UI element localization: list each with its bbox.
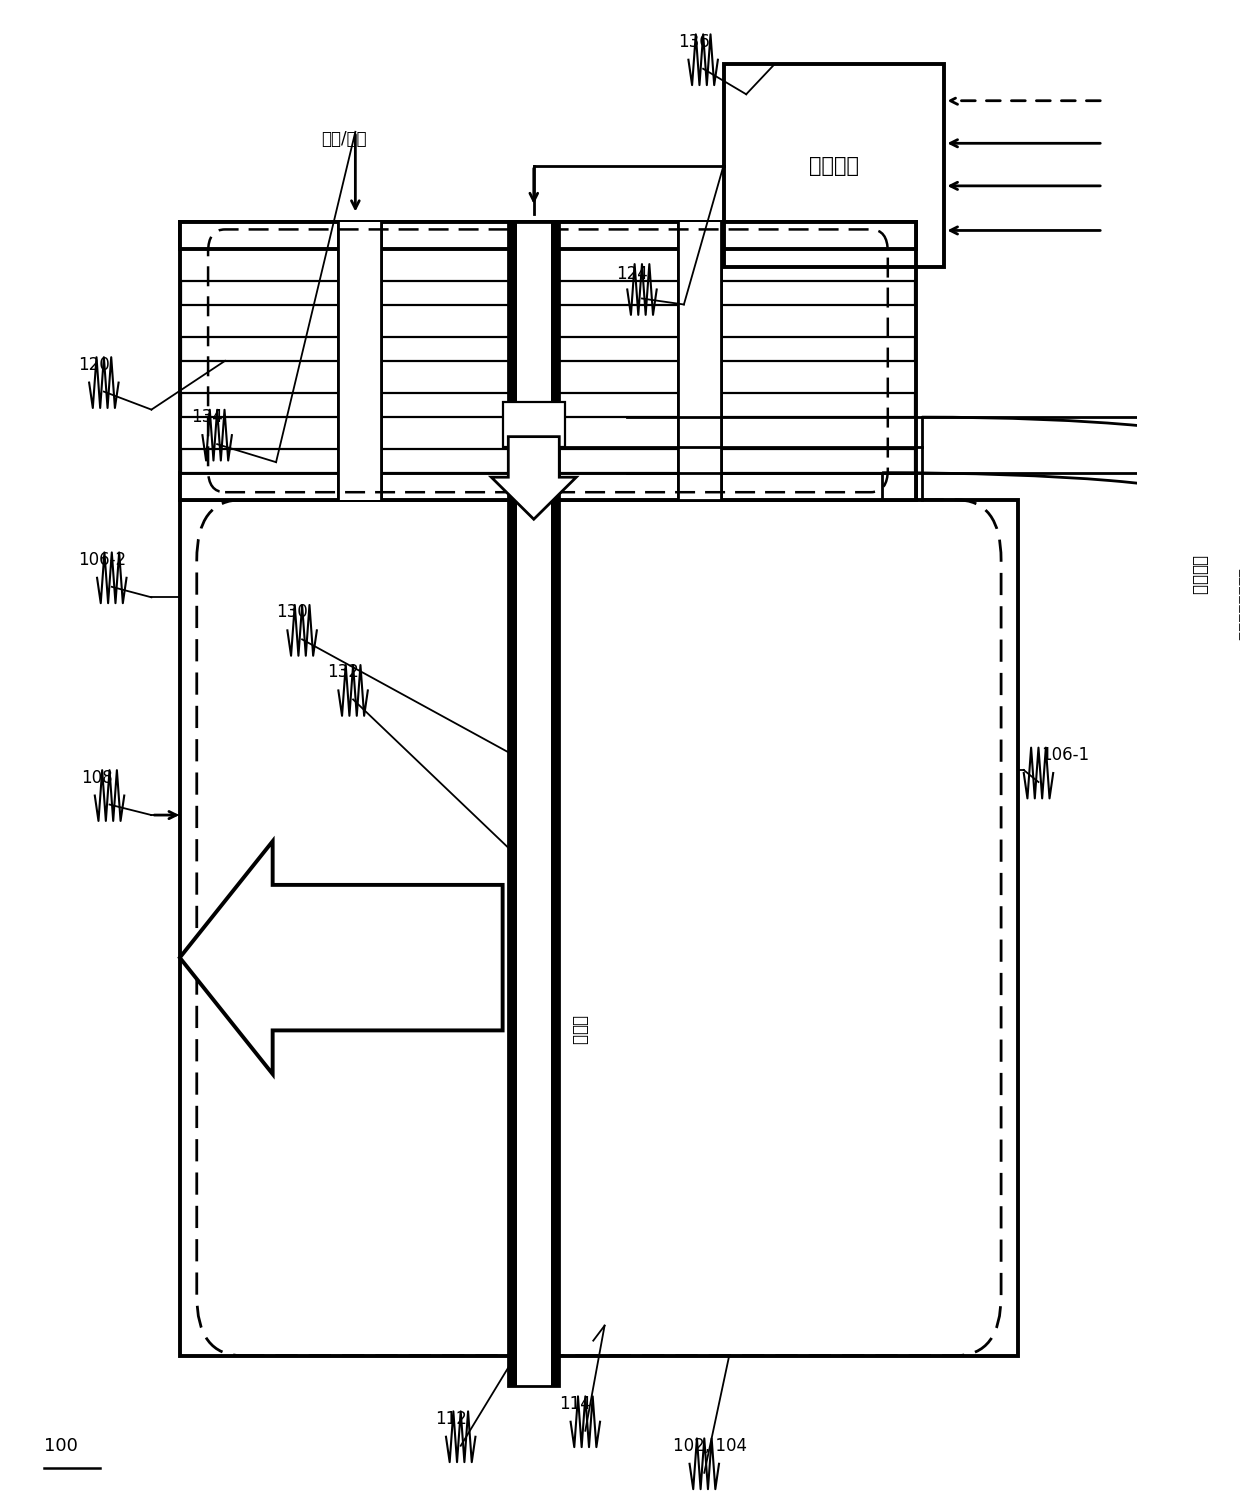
Bar	[502, 402, 565, 447]
Bar	[508, 222, 559, 1386]
Text: 106-2: 106-2	[78, 551, 126, 569]
Text: 108: 108	[81, 769, 113, 787]
FancyArrow shape	[180, 841, 502, 1074]
Bar	[180, 222, 916, 500]
FancyArrow shape	[491, 436, 577, 519]
Text: 输入变量: 输入变量	[1190, 554, 1208, 595]
Text: 130: 130	[277, 604, 308, 621]
Bar	[181, 337, 915, 361]
Bar	[180, 500, 1018, 1356]
Text: 热传输: 热传输	[570, 1015, 589, 1045]
Bar	[678, 222, 722, 500]
Bar	[180, 473, 916, 500]
Bar	[181, 448, 915, 473]
Text: 136: 136	[678, 33, 711, 51]
Bar	[508, 222, 517, 1386]
Bar	[180, 222, 916, 249]
Text: 控制单元: 控制单元	[808, 156, 859, 175]
Text: （冷却液体温度）: （冷却液体温度）	[1238, 568, 1240, 642]
Bar	[181, 281, 915, 305]
Bar	[724, 65, 945, 267]
Bar	[508, 222, 559, 1386]
Bar	[181, 393, 915, 417]
Text: 100: 100	[43, 1438, 78, 1454]
Text: 124: 124	[616, 266, 647, 284]
Text: 114: 114	[559, 1395, 591, 1413]
Text: 发散/散热: 发散/散热	[321, 130, 367, 148]
Bar	[551, 222, 559, 1386]
Text: 112: 112	[435, 1410, 466, 1428]
Bar	[339, 222, 382, 500]
Text: 132: 132	[327, 663, 358, 681]
Text: 134: 134	[191, 408, 223, 426]
Text: 106-1: 106-1	[1040, 746, 1089, 764]
Text: 102, 104: 102, 104	[672, 1438, 746, 1454]
Text: 120: 120	[78, 355, 109, 373]
